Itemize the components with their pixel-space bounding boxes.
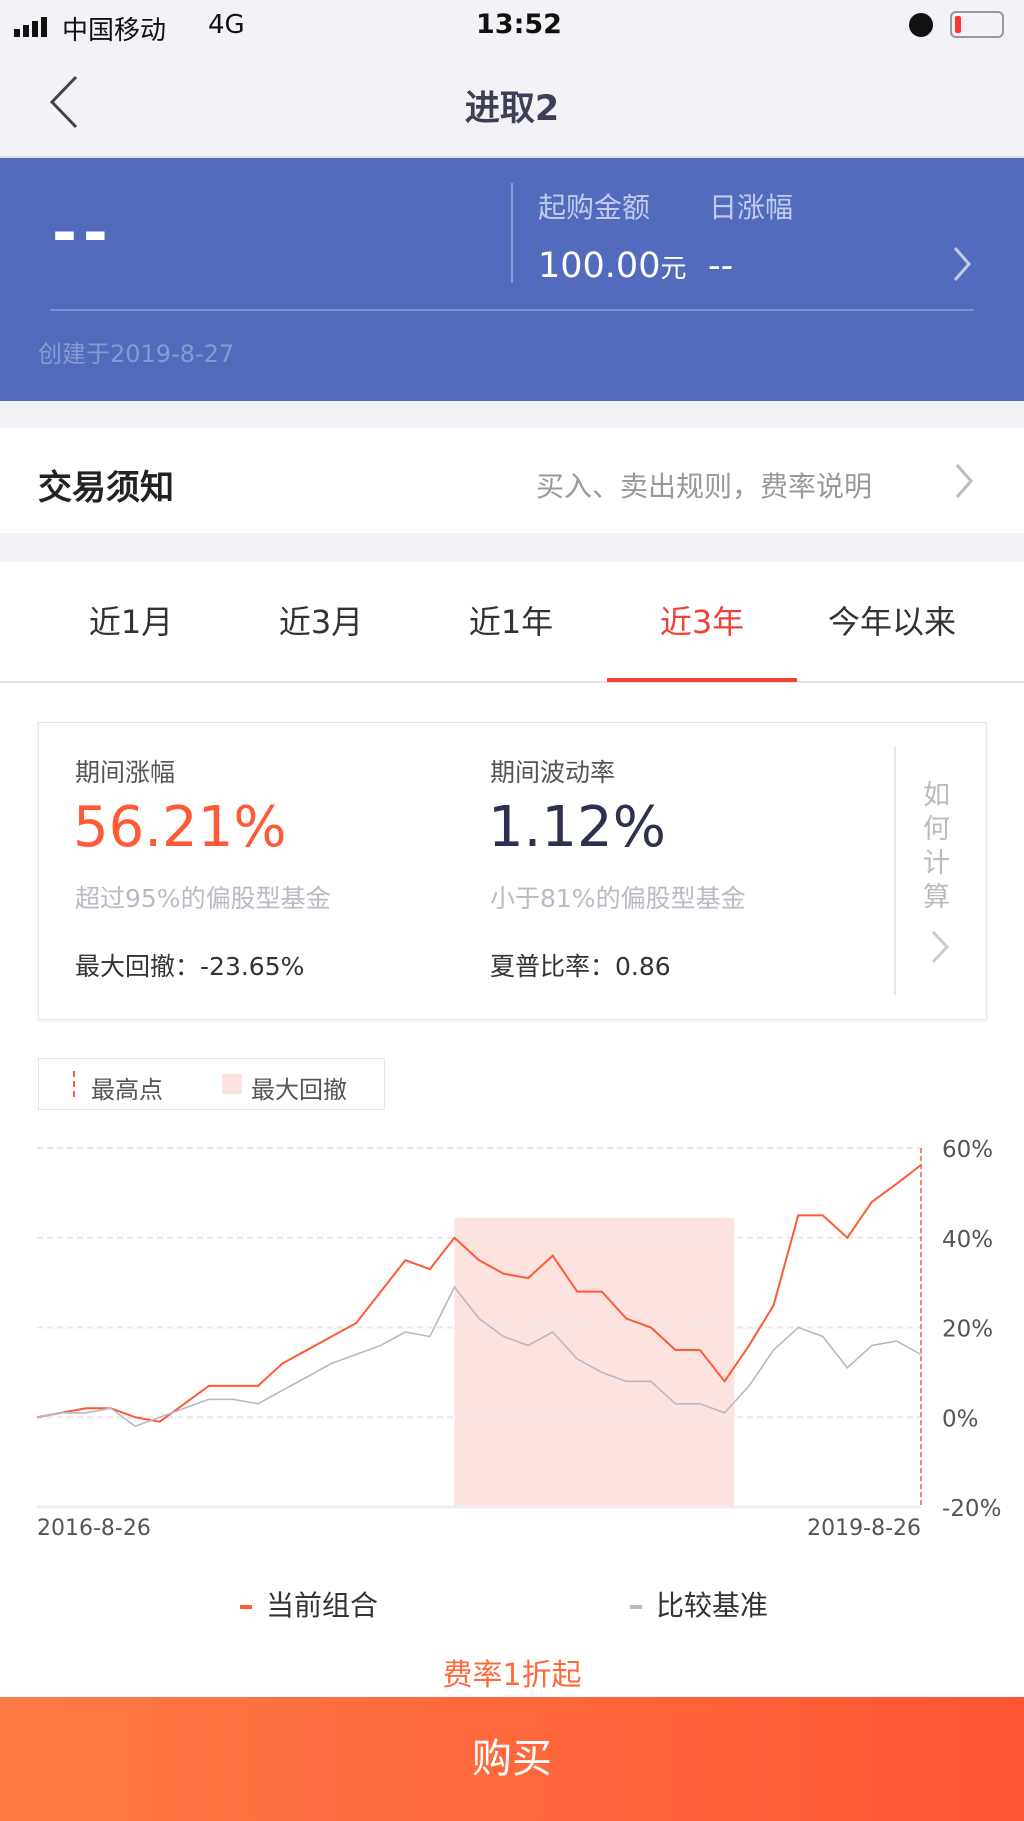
- tab-3m[interactable]: 近3月: [278, 603, 364, 641]
- trade-notice-row[interactable]: 交易须知 买入、卖出规则，费率说明: [0, 428, 1024, 533]
- x-tick-label: 2019-8-26: [807, 1516, 921, 1541]
- x-tick-label: 2016-8-26: [37, 1516, 151, 1541]
- tab-ytd[interactable]: 今年以来: [827, 603, 956, 641]
- divider: [50, 309, 974, 311]
- network: 4G: [208, 10, 245, 40]
- drawdown-swatch-icon: [222, 1074, 242, 1094]
- return-label: 期间涨幅: [75, 758, 176, 787]
- daily-change-label: 日涨幅: [709, 191, 794, 224]
- sharpe-value: 0.86: [615, 952, 671, 981]
- drawdown-area: [454, 1218, 735, 1507]
- series-line-1: [36, 1285, 922, 1428]
- series-legend-portfolio: 当前组合: [240, 1584, 378, 1624]
- performance-chart: 60% 40% 20% 0% -20% 2016-8-26 2019-8-26: [36, 1137, 1001, 1541]
- chevron-right-icon: [953, 247, 971, 281]
- chevron-right-icon: [931, 930, 950, 964]
- buy-button[interactable]: 购买: [0, 1697, 1024, 1821]
- y-tick-label: 60%: [942, 1137, 993, 1163]
- tab-3y[interactable]: 近3年: [659, 603, 745, 641]
- series-legend-benchmark: 比较基准: [630, 1584, 768, 1624]
- clock: 13:52: [476, 9, 562, 40]
- battery-icon: [950, 11, 1004, 38]
- period-tabs: 近1月 近3月 近1年 近3年 今年以来: [0, 562, 1024, 683]
- y-tick-label: 20%: [942, 1317, 993, 1343]
- volatility-label: 期间波动率: [490, 758, 616, 787]
- divider: [894, 747, 896, 995]
- benchmark-swatch-icon: [630, 1605, 642, 1609]
- series-line-0: [36, 1164, 922, 1423]
- tab-1y[interactable]: 近1年: [468, 603, 554, 641]
- page-title: 进取2: [464, 89, 560, 129]
- net-value: --: [52, 198, 114, 268]
- active-tab-indicator: [607, 678, 797, 682]
- chevron-left-icon: [49, 75, 78, 129]
- signal-icon: [14, 14, 50, 37]
- sharpe-label: 夏普比率：: [490, 952, 616, 981]
- portfolio-swatch-icon: [240, 1605, 252, 1609]
- return-rank: 超过95%的偏股型基金: [75, 884, 331, 913]
- peak-marker-icon: [73, 1071, 75, 1097]
- divider: [511, 183, 513, 283]
- legend-drawdown: 最大回撤: [251, 1076, 347, 1104]
- chevron-right-icon: [955, 464, 973, 498]
- stats-card: 期间涨幅 56.21% 超过95%的偏股型基金 最大回撤：-23.65% 期间波…: [38, 722, 987, 1020]
- y-tick-label: 40%: [942, 1227, 993, 1253]
- notice-link[interactable]: 买入、卖出规则，费率说明: [536, 470, 873, 503]
- status-bar: 中国移动 4G 13:52: [0, 0, 1024, 50]
- daily-change-value: --: [708, 246, 734, 286]
- carrier: 中国移动: [62, 16, 167, 46]
- how-calculated-link[interactable]: 如何计算: [923, 780, 950, 913]
- tab-1m[interactable]: 近1月: [88, 603, 174, 641]
- created-date: 创建于2019-8-27: [38, 340, 235, 368]
- fee-promo: 费率1折起: [442, 1658, 582, 1693]
- portfolio-header[interactable]: -- 起购金额 日涨幅 100.00元 -- 创建于2019-8-27: [0, 158, 1024, 401]
- max-drawdown-value: -23.65%: [200, 952, 305, 981]
- y-tick-label: -20%: [942, 1496, 1001, 1522]
- min-buy-label: 起购金额: [538, 191, 651, 224]
- legend-peak: 最高点: [91, 1076, 163, 1104]
- y-tick-label: 0%: [942, 1406, 979, 1432]
- alarm-icon: [909, 13, 933, 37]
- chart-legend-box: 最高点 最大回撤: [38, 1058, 385, 1110]
- min-buy-value: 100.00元: [538, 246, 687, 286]
- max-drawdown-label: 最大回撤：: [75, 952, 201, 981]
- return-value: 56.21%: [73, 795, 287, 860]
- volatility-value: 1.12%: [488, 795, 666, 860]
- back-button[interactable]: [44, 72, 84, 132]
- nav-bar: 进取2: [0, 50, 1024, 158]
- notice-title: 交易须知: [38, 468, 174, 508]
- volatility-rank: 小于81%的偏股型基金: [490, 884, 746, 913]
